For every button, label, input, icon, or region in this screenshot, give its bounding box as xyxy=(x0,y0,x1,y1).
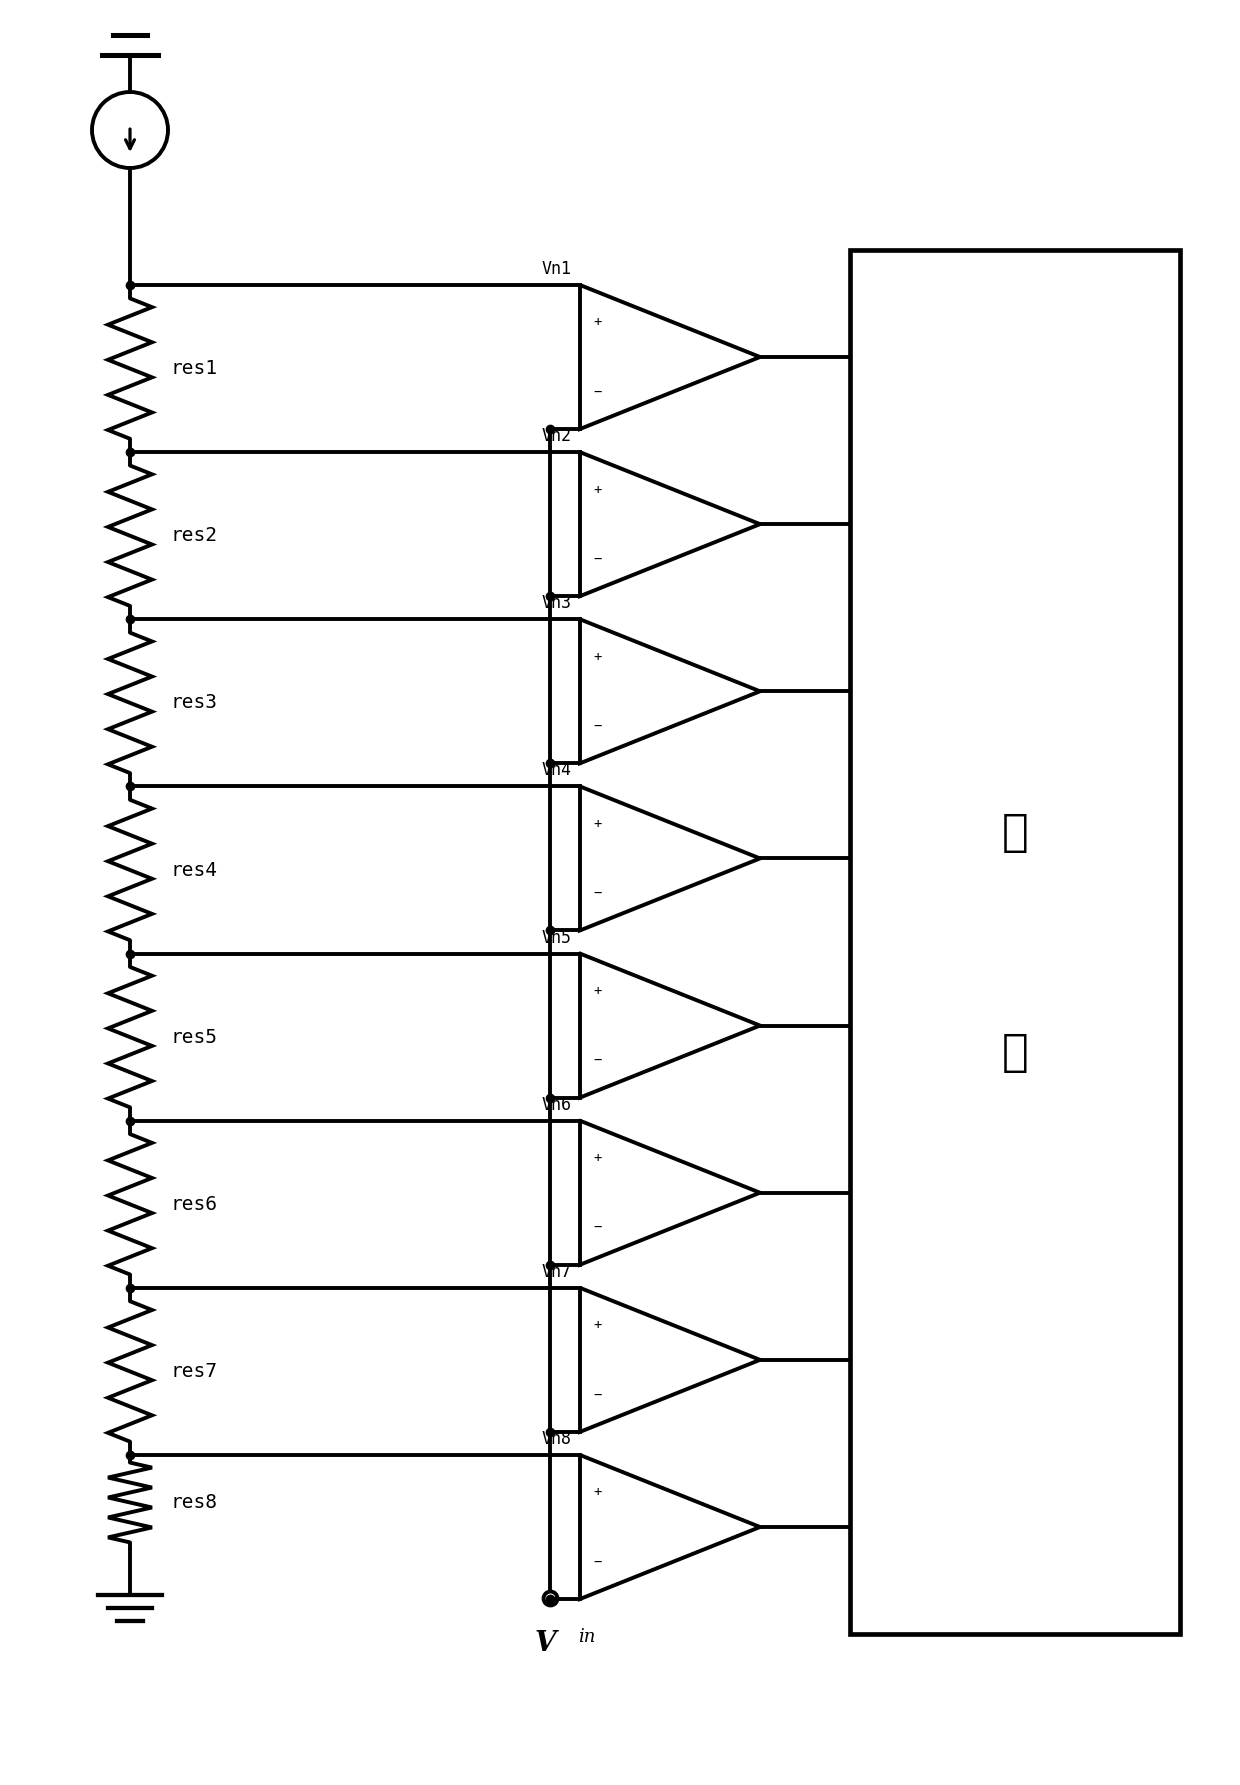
Text: +: + xyxy=(593,1319,601,1332)
Text: −: − xyxy=(593,1387,601,1401)
Text: −: − xyxy=(593,1221,601,1233)
Text: Vn6: Vn6 xyxy=(542,1096,572,1114)
Text: res1: res1 xyxy=(170,359,217,378)
Text: res4: res4 xyxy=(170,860,217,880)
Text: Vn1: Vn1 xyxy=(542,261,572,278)
Text: Vn8: Vn8 xyxy=(542,1430,572,1448)
Text: res6: res6 xyxy=(170,1194,217,1214)
Text: in: in xyxy=(578,1628,595,1646)
Text: 编: 编 xyxy=(1002,810,1028,853)
Text: res7: res7 xyxy=(170,1362,217,1382)
Text: +: + xyxy=(593,818,601,830)
Text: Vn5: Vn5 xyxy=(542,928,572,946)
Text: res8: res8 xyxy=(170,1492,217,1512)
Text: V: V xyxy=(534,1630,556,1656)
Text: +: + xyxy=(593,1151,601,1166)
Text: res2: res2 xyxy=(170,527,217,544)
Text: Vn3: Vn3 xyxy=(542,594,572,612)
Text: 码: 码 xyxy=(1002,1030,1028,1073)
Text: −: − xyxy=(593,1053,601,1067)
Text: −: − xyxy=(593,885,601,900)
Text: +: + xyxy=(593,482,601,496)
Text: Vn4: Vn4 xyxy=(542,762,572,780)
Text: res3: res3 xyxy=(170,693,217,712)
Text: −: − xyxy=(593,719,601,734)
Text: res5: res5 xyxy=(170,1028,217,1046)
Text: −: − xyxy=(593,552,601,566)
Bar xyxy=(849,250,1180,1633)
Text: +: + xyxy=(593,1485,601,1499)
Text: Vn7: Vn7 xyxy=(542,1262,572,1282)
Text: −: − xyxy=(593,384,601,398)
Text: +: + xyxy=(593,984,601,998)
Text: +: + xyxy=(593,650,601,664)
Text: −: − xyxy=(593,1555,601,1569)
Text: Vn2: Vn2 xyxy=(542,427,572,444)
Text: +: + xyxy=(593,316,601,330)
